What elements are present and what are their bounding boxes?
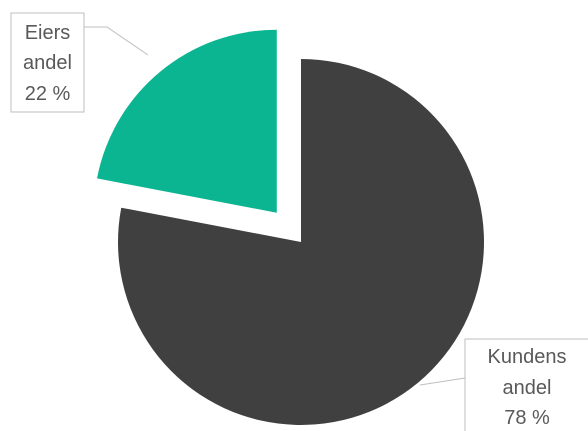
- data-label-box-kundens: [464, 338, 588, 431]
- data-label-eiers-line-1: Eiers: [25, 22, 71, 44]
- data-label-box-eiers: [10, 12, 85, 113]
- pie-slice-kundens-andel: [117, 59, 484, 425]
- data-label-kundens-andel: Kundens andel 78 %: [464, 338, 588, 431]
- data-label-eiers-line-3: 22 %: [25, 83, 71, 105]
- pie-slice-eiers-andel: [97, 29, 277, 213]
- data-label-kundens-line-3: 78 %: [504, 407, 550, 429]
- data-label-kundens-line-1: Kundens: [488, 346, 567, 368]
- leader-line-eiers: [84, 26, 149, 56]
- data-label-eiers-andel: Eiers andel 22 %: [10, 12, 85, 113]
- data-label-eiers-line-2: andel: [23, 52, 72, 74]
- data-label-kundens-line-2: andel: [503, 377, 552, 399]
